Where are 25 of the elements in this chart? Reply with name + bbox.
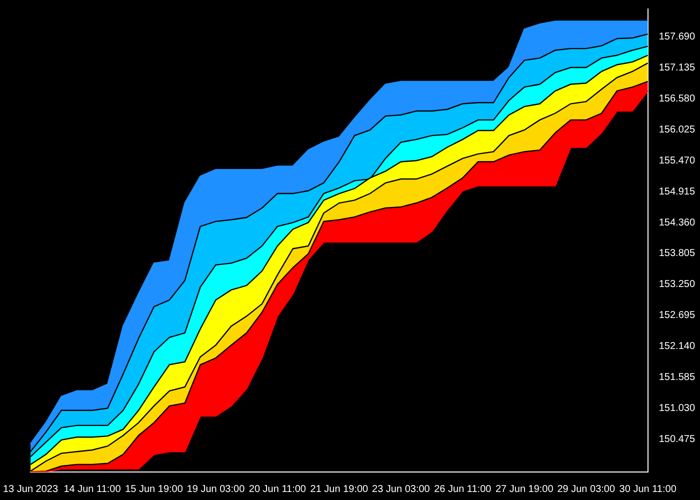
y-tick-label: 151.585 bbox=[658, 372, 696, 383]
y-tick-label: 155.470 bbox=[658, 155, 696, 166]
x-tick-label: 26 Jun 11:00 bbox=[434, 484, 492, 495]
x-tick-label: 14 Jun 11:00 bbox=[64, 484, 122, 495]
y-tick-label: 152.695 bbox=[658, 310, 696, 322]
y-tick-label: 157.690 bbox=[658, 32, 696, 43]
y-tick-label: 154.915 bbox=[658, 186, 696, 198]
y-tick-label: 156.580 bbox=[658, 94, 696, 105]
y-tick-label: 152.140 bbox=[658, 341, 696, 352]
y-tick-label: 156.025 bbox=[658, 124, 696, 136]
x-tick-label: 21 Jun 19:00 bbox=[310, 484, 369, 495]
y-tick-label: 153.250 bbox=[658, 279, 696, 290]
x-tick-label: 15 Jun 19:00 bbox=[125, 484, 184, 495]
y-tick-label: 154.360 bbox=[658, 217, 696, 228]
x-tick-label: 13 Jun 2023 bbox=[2, 484, 58, 495]
x-tick-label: 20 Jun 11:00 bbox=[248, 484, 306, 495]
x-tick-label: 30 Jun 11:00 bbox=[619, 484, 677, 495]
y-tick-label: 150.475 bbox=[658, 434, 696, 445]
x-tick-label: 27 Jun 19:00 bbox=[495, 484, 554, 495]
x-tick-label: 23 Jun 03:00 bbox=[372, 484, 430, 495]
x-tick-label: 29 Jun 03:00 bbox=[557, 484, 616, 495]
y-tick-label: 151.030 bbox=[658, 402, 696, 414]
y-tick-label: 157.135 bbox=[658, 62, 696, 74]
y-tick-label: 153.805 bbox=[658, 248, 696, 260]
x-tick-label: 19 Jun 03:00 bbox=[186, 484, 246, 495]
